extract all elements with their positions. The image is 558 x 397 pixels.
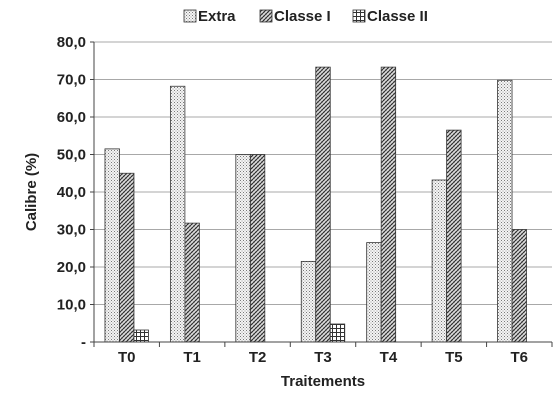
legend-swatch (259, 9, 273, 23)
bar-t6-classe-i (511, 229, 527, 343)
bar-t5-classe-i (446, 129, 462, 343)
y-tick-label: 10,0 (57, 297, 86, 314)
y-tick-label: 80,0 (57, 34, 86, 51)
y-axis-title: Calibre (%) (23, 153, 40, 231)
x-tick-label: T4 (380, 349, 398, 366)
x-tick-label: T2 (249, 349, 267, 366)
bar-t2-classe-i (249, 154, 266, 343)
bar-t5-extra (431, 179, 448, 343)
y-tick-label: - (81, 334, 86, 351)
bar-t0-classe-ii (133, 329, 149, 343)
x-tick-label: T6 (511, 349, 529, 366)
legend-swatch (352, 9, 366, 23)
bar-t3-extra (300, 260, 317, 343)
x-axis-ticks: T0 T1 T2 T3 T4 T5 T6 (93, 342, 553, 366)
y-tick-label: 20,0 (57, 259, 86, 276)
legend-label: Classe II (367, 8, 428, 25)
bar-t0-extra (104, 148, 120, 343)
bar-t3-classe-ii (329, 323, 346, 343)
y-axis-ticks: - 10,0 20,0 30,0 40,0 50,0 60,0 70,0 80,0 (57, 34, 94, 351)
y-tick-label: 40,0 (57, 184, 86, 201)
bar-t4-classe-i (380, 66, 397, 343)
bar-t3-classe-i (315, 66, 331, 343)
legend-label: Classe I (274, 8, 331, 25)
bar-t4-extra (366, 242, 382, 343)
y-tick-label: 30,0 (57, 222, 86, 239)
bar-t1-extra (169, 85, 186, 343)
bar-t1-classe-i (184, 222, 200, 343)
y-tick-label: 50,0 (57, 147, 86, 164)
bars (104, 66, 527, 343)
bar-t6-extra (497, 79, 513, 343)
legend: Extra Classe I Classe II (183, 8, 428, 25)
y-tick-label: 60,0 (57, 109, 86, 126)
bar-t2-extra (235, 154, 251, 343)
x-axis-title: Traitements (281, 373, 365, 390)
x-tick-label: T3 (314, 349, 332, 366)
y-tick-label: 70,0 (57, 72, 86, 89)
x-tick-label: T1 (183, 349, 201, 366)
x-tick-label: T5 (445, 349, 463, 366)
x-tick-label: T0 (118, 349, 136, 366)
legend-swatch (183, 9, 197, 23)
bar-t0-classe-i (119, 172, 135, 343)
legend-label: Extra (198, 8, 236, 25)
